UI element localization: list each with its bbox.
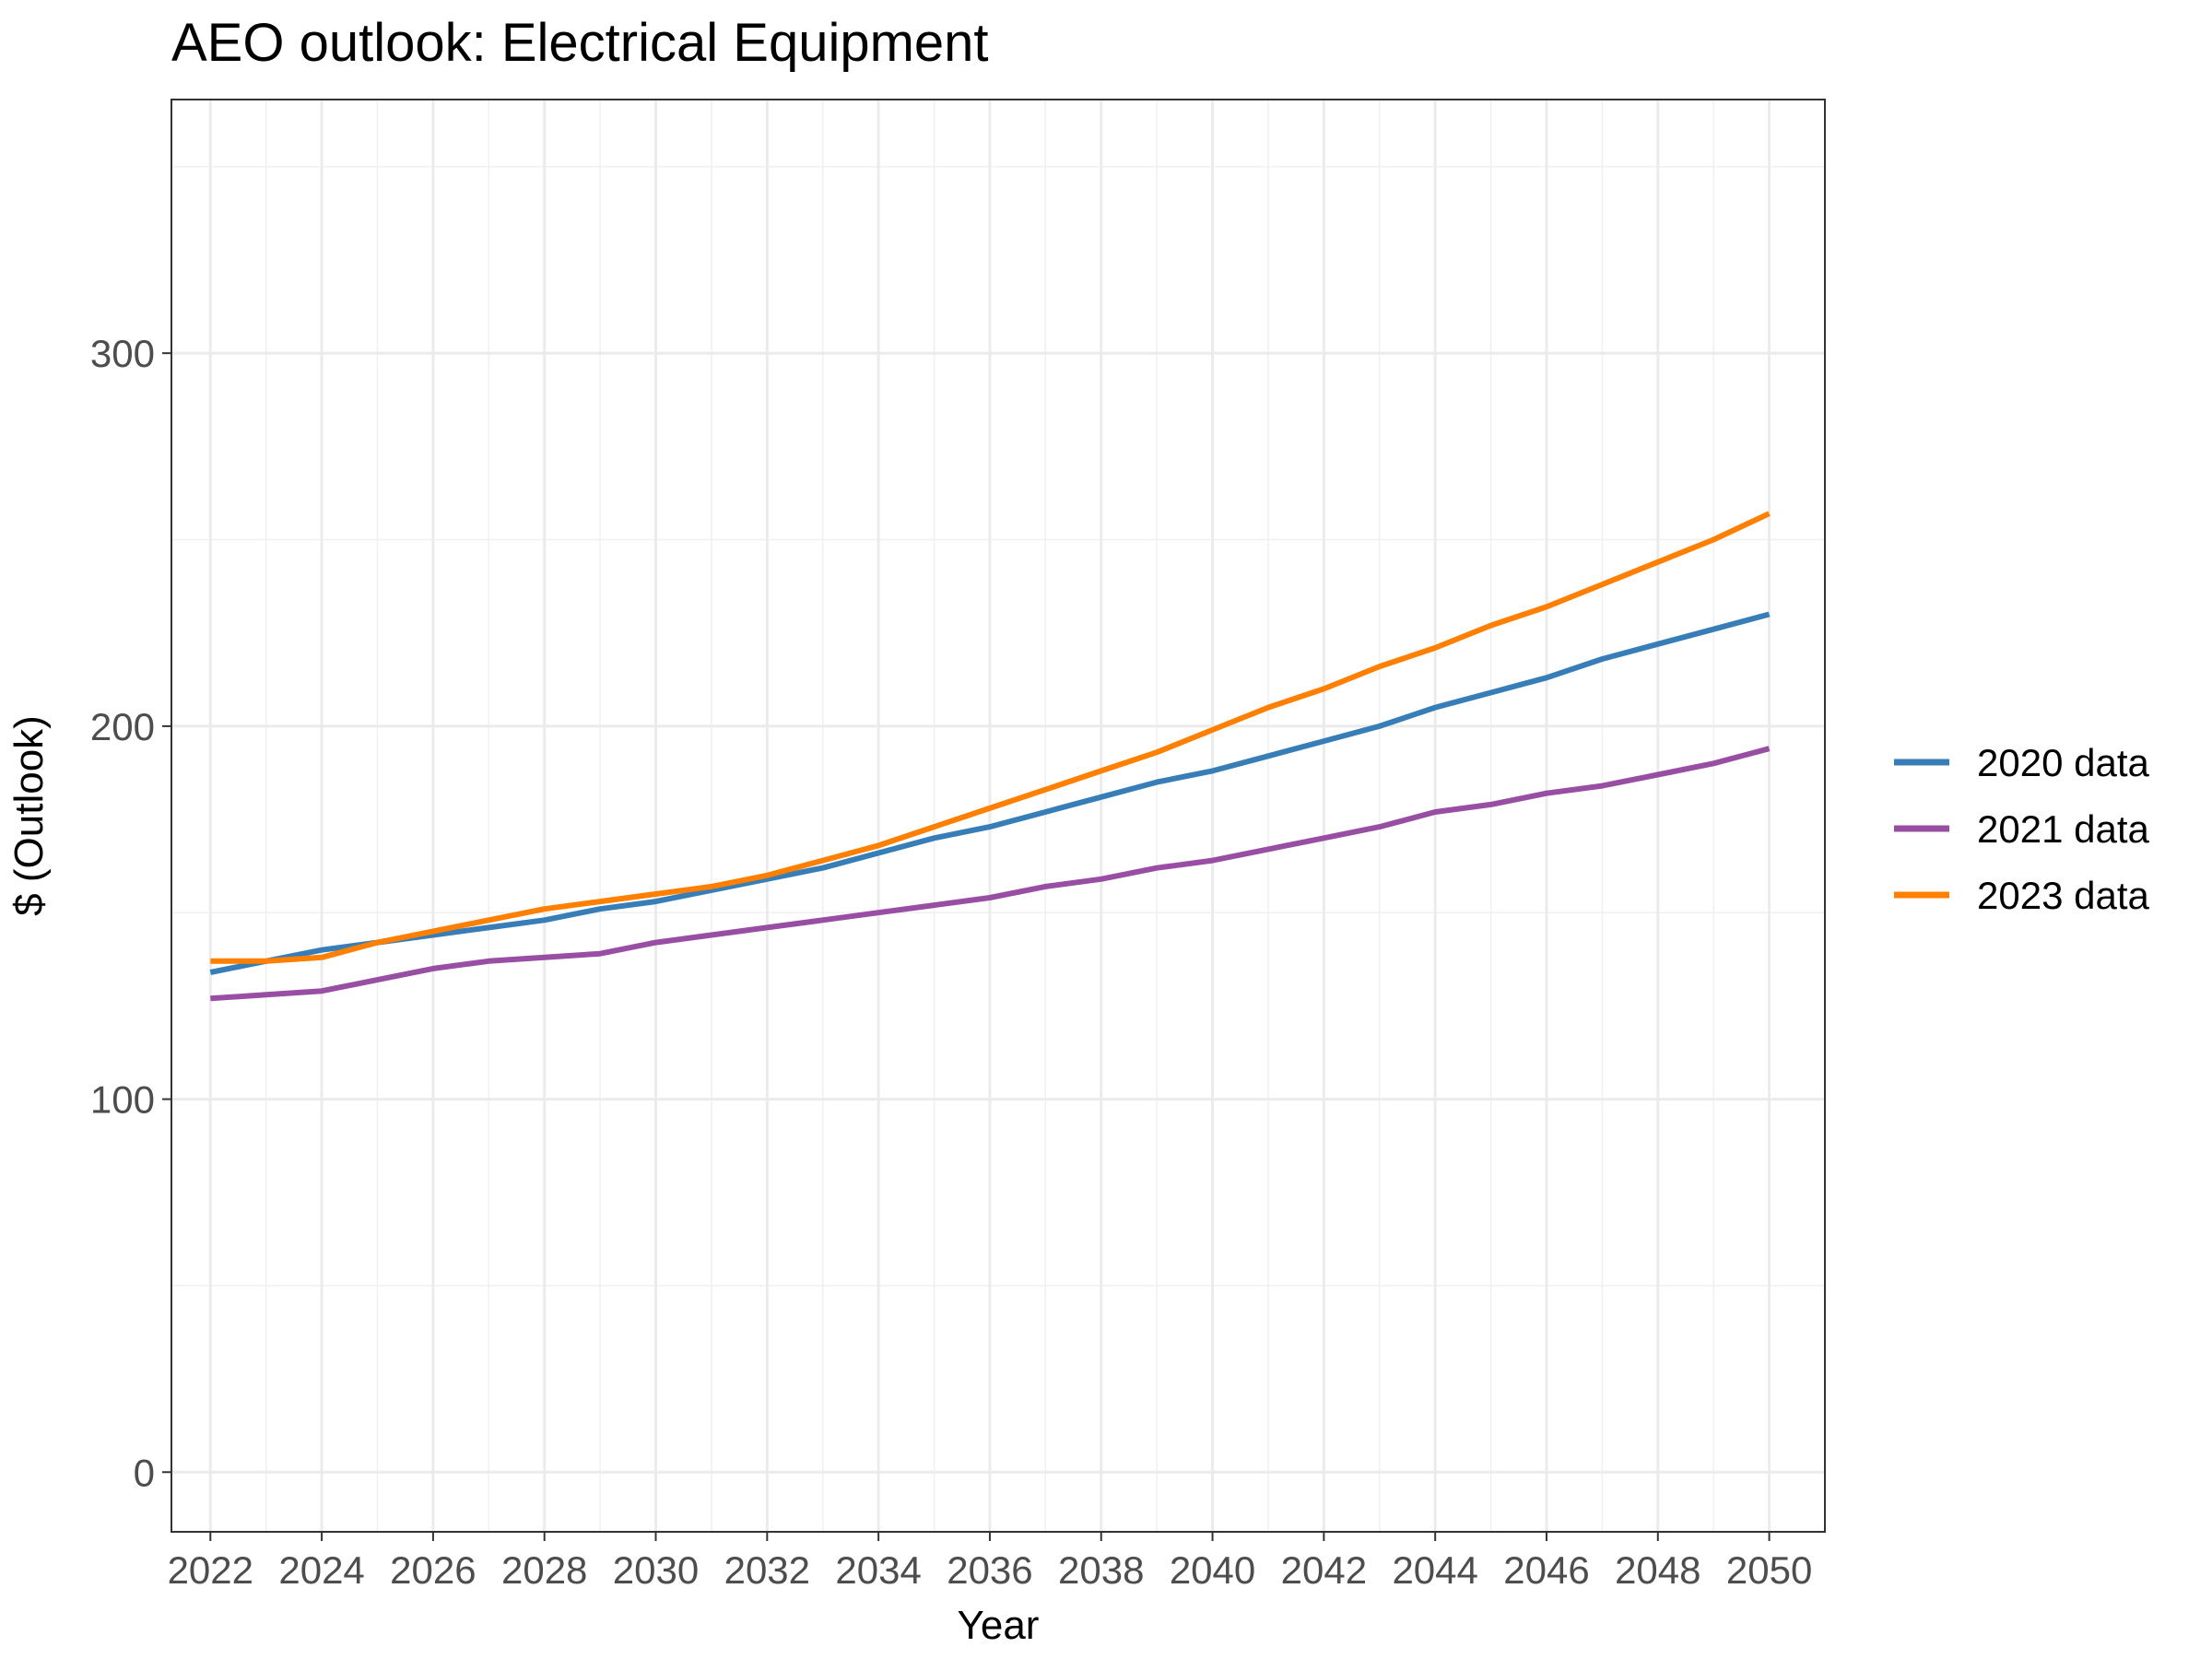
x-tick-label: 2044	[1392, 1548, 1477, 1592]
x-tick-label: 2040	[1170, 1548, 1255, 1592]
y-tick-label: 300	[90, 332, 155, 375]
legend-label: 2023 data	[1977, 874, 2149, 917]
y-axis: 0 100 200 300	[90, 332, 171, 1494]
plot-background	[171, 100, 1825, 1532]
plot-border	[171, 99, 1826, 1533]
y-tick-label: 200	[90, 705, 155, 748]
x-tick-label: 2036	[947, 1548, 1032, 1592]
y-tick-label: 0	[134, 1451, 155, 1494]
x-tick-label: 2032	[724, 1548, 810, 1592]
y-axis-title: $ (Outlook)	[6, 715, 52, 916]
x-tick-label: 2038	[1058, 1548, 1144, 1592]
x-axis: 2022 2024 2026 2028 2030 2032 2034 2036 2038 2040…	[168, 1532, 1812, 1592]
x-tick-label: 2048	[1615, 1548, 1700, 1592]
x-tick-label: 2034	[835, 1548, 921, 1592]
series-line-2020-data	[209, 611, 1771, 975]
legend-item: 2020 data	[1894, 741, 2149, 784]
legend-label: 2021 data	[1977, 807, 2149, 851]
x-tick-label: 2042	[1281, 1548, 1367, 1592]
y-tick-label: 100	[90, 1078, 155, 1122]
x-tick-label: 2028	[501, 1548, 587, 1592]
legend-item: 2021 data	[1894, 807, 2149, 851]
series-line-2021-data	[210, 746, 1771, 1002]
x-tick-label: 2024	[278, 1548, 364, 1592]
series-lines	[209, 511, 1771, 1002]
x-tick-label: 2022	[168, 1548, 253, 1592]
x-tick-label: 2026	[390, 1548, 476, 1592]
legend: 2020 data 2021 data 2023 data	[1894, 741, 2149, 917]
x-tick-label: 2030	[613, 1548, 699, 1592]
series-line-2023-data	[210, 511, 1771, 964]
minor-gridlines	[171, 100, 1825, 1532]
major-gridlines	[171, 100, 1825, 1532]
legend-label: 2020 data	[1977, 741, 2149, 784]
x-tick-label: 2050	[1726, 1548, 1812, 1592]
x-axis-title: Year	[958, 1603, 1040, 1648]
chart-title: AEO outlook: Electrical Equipment	[171, 13, 989, 73]
legend-item: 2023 data	[1894, 874, 2149, 917]
x-tick-label: 2046	[1503, 1548, 1589, 1592]
